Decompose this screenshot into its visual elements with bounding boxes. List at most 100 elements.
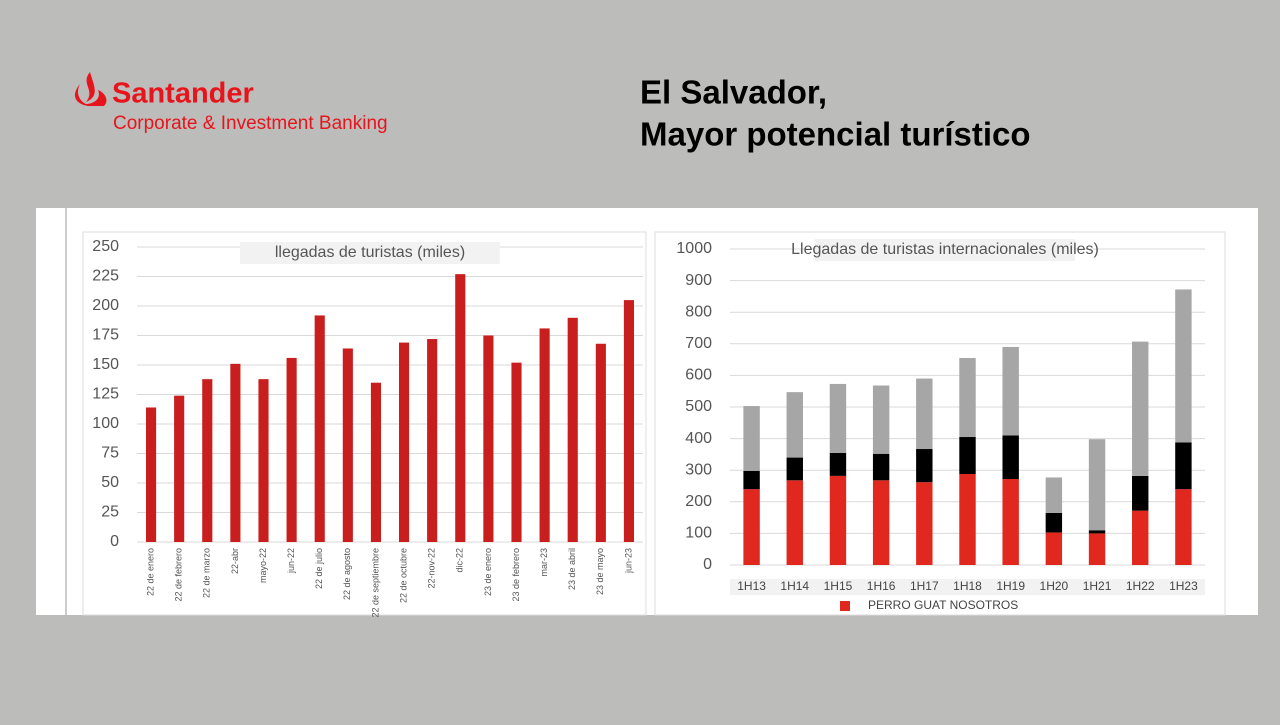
bar-segment: [1045, 512, 1063, 533]
x-tick-label: 22 de marzo: [202, 548, 212, 598]
y-tick-label: 150: [92, 356, 119, 373]
bar: [370, 382, 382, 542]
bar-segment: [829, 452, 847, 476]
bar-segment: [786, 392, 803, 458]
bar: [174, 395, 185, 542]
bar-segment: [959, 473, 976, 565]
bar: [230, 363, 241, 542]
y-tick-label: 250: [92, 238, 119, 255]
x-tick-label: 1H13: [737, 579, 766, 593]
x-tick-label: 22 de octubre: [398, 548, 408, 603]
chart-title: llegadas de turistas (miles): [275, 244, 465, 261]
bar: [202, 379, 213, 542]
bar-segment: [743, 406, 760, 471]
bar-segment: [1045, 532, 1063, 565]
y-tick-label: 175: [92, 327, 119, 344]
x-tick-label: 22 de julio: [314, 548, 324, 589]
x-tick-label: 1H19: [996, 579, 1025, 593]
bar-segment: [1132, 510, 1149, 565]
y-tick-label: 900: [685, 272, 712, 289]
bar: [483, 335, 494, 542]
x-tick-label: mar-23: [539, 548, 549, 577]
bar-segment: [786, 457, 803, 481]
y-tick-label: 200: [685, 493, 712, 510]
x-tick-label: 1H17: [910, 579, 939, 593]
y-tick-label: 300: [685, 461, 712, 478]
x-label-box: [730, 579, 1205, 595]
y-tick-label: 25: [101, 504, 119, 521]
bar-segment: [1175, 489, 1192, 565]
x-tick-label: mayo-22: [258, 548, 268, 583]
x-tick-label: jun-22: [286, 548, 296, 574]
bar-segment: [1088, 530, 1106, 534]
logo-flame: [74, 72, 107, 106]
x-tick-label: dic-22: [455, 548, 465, 573]
y-tick-label: 500: [685, 398, 712, 415]
bar-segment: [916, 378, 933, 450]
chart-title: Llegadas de turistas internacionales (mi…: [791, 241, 1099, 258]
x-tick-label: 1H23: [1169, 579, 1198, 593]
y-tick-label: 75: [101, 445, 119, 462]
y-tick-label: 100: [685, 525, 712, 542]
bar: [455, 274, 466, 542]
x-tick-label: 22-abr: [230, 548, 240, 574]
x-tick-label: jun-23: [623, 548, 633, 574]
bar-segment: [829, 383, 847, 453]
title: El Salvador,: [640, 74, 827, 111]
x-tick-label: 1H16: [867, 579, 896, 593]
y-tick-label: 50: [101, 474, 119, 491]
chart-frame: [82, 231, 647, 616]
bar-segment: [1002, 435, 1019, 480]
bar: [258, 379, 269, 542]
bar: [427, 339, 438, 542]
bar-segment: [786, 480, 803, 565]
bar: [539, 328, 550, 542]
y-tick-label: 400: [685, 430, 712, 447]
y-tick-label: 800: [685, 303, 712, 320]
bar-segment: [743, 470, 760, 490]
bar-segment: [1088, 439, 1106, 531]
bar: [595, 343, 606, 542]
bar: [398, 342, 410, 542]
x-tick-label: 1H21: [1083, 579, 1112, 593]
x-tick-label: 22 de agosto: [342, 548, 352, 600]
bar-segment: [872, 453, 890, 481]
title: Mayor potencial turístico: [640, 116, 1031, 153]
y-tick-label: 225: [92, 268, 119, 285]
bar: [567, 317, 578, 542]
chart-frame: [654, 231, 1226, 616]
x-tick-label: 22 de febrero: [174, 548, 184, 602]
x-tick-label: 22 de septiembre: [370, 548, 380, 618]
y-tick-label: 1000: [676, 240, 712, 257]
y-tick-label: 700: [685, 335, 712, 352]
bar-segment: [1088, 533, 1106, 565]
y-tick-label: 0: [703, 556, 712, 573]
bar-segment: [959, 437, 976, 474]
bar-segment: [743, 489, 760, 565]
bar: [314, 315, 325, 542]
y-tick-label: 100: [92, 415, 119, 432]
bar-segment: [1175, 442, 1192, 490]
legend-label: PERRO GUAT NOSOTROS: [868, 598, 1018, 612]
bar-segment: [872, 480, 890, 565]
y-tick-label: 0: [110, 533, 119, 550]
y-tick-label: 200: [92, 297, 119, 314]
x-tick-label: 1H14: [780, 579, 809, 593]
x-tick-label: 1H18: [953, 579, 982, 593]
bar-segment: [1132, 341, 1149, 476]
bar-segment: [959, 358, 976, 438]
x-tick-label: 23 de febrero: [511, 548, 521, 602]
division: Corporate & Investment Banking: [113, 113, 388, 134]
bar-segment: [916, 482, 933, 565]
title-box: [815, 239, 1075, 261]
bar-segment: [1045, 477, 1063, 513]
bar-segment: [1132, 475, 1149, 511]
bar-segment: [916, 449, 933, 483]
bar: [511, 362, 522, 542]
bar: [286, 357, 297, 542]
legend-marker: [840, 601, 850, 611]
bar-segment: [829, 475, 847, 565]
y-tick-label: 125: [92, 386, 119, 403]
title-box: [240, 242, 500, 264]
